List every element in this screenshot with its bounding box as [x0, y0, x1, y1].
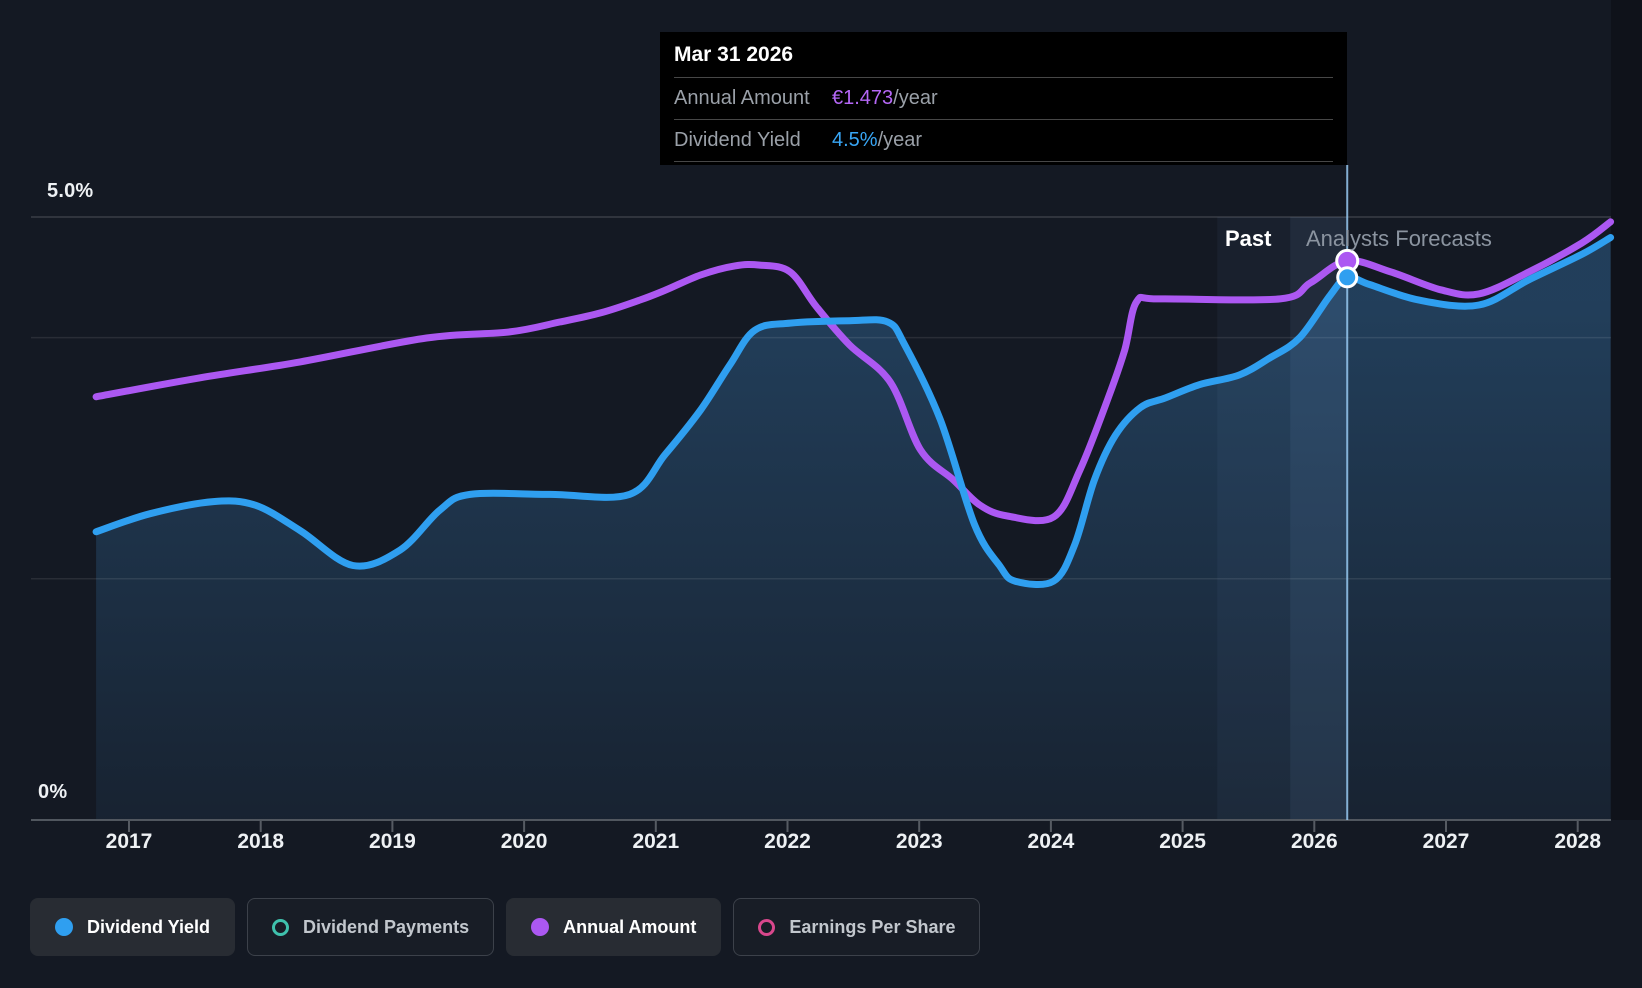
x-axis-year-label: 2022 [764, 830, 811, 853]
x-axis-year-label: 2021 [632, 830, 680, 853]
tooltip-suffix: /year [893, 87, 938, 109]
series-ring-icon [272, 918, 290, 936]
dividend-yield-area [96, 237, 1611, 820]
dividend-yield-marker[interactable] [1336, 266, 1359, 289]
tooltip-divider [674, 77, 1333, 78]
data-point-tooltip: Mar 31 2026 Annual Amount €1.473 /year D… [660, 32, 1347, 165]
x-axis-year-label: 2026 [1290, 830, 1338, 853]
tooltip-label: Annual Amount [674, 87, 810, 109]
tooltip-value: €1.473 [832, 87, 894, 109]
tooltip-date: Mar 31 2026 [674, 42, 794, 66]
forecast-region-label: Analysts Forecasts [1306, 226, 1492, 251]
series-dot-icon [55, 918, 73, 936]
tooltip-value: 4.5% [832, 129, 878, 151]
x-axis-year-label: 2025 [1159, 830, 1206, 853]
tooltip-row-annual-amount: Annual Amount €1.473 /year [674, 78, 1333, 119]
x-axis-year-label: 2028 [1554, 830, 1602, 853]
series-dot-icon [531, 918, 550, 936]
legend-item-annual-amount[interactable]: Annual Amount [506, 898, 722, 956]
series-ring-icon [758, 918, 776, 936]
x-axis-year-label: 2019 [369, 830, 416, 853]
off-plot-strip [1611, 0, 1642, 820]
dividend-yield-line [92, 234, 1615, 589]
legend-item-label: Dividend Payments [303, 916, 470, 937]
x-axis-year-label: 2027 [1422, 830, 1470, 853]
y-axis-min-label: 0% [38, 781, 68, 803]
tooltip-label: Dividend Yield [674, 129, 801, 151]
past-region-label: Past [1225, 226, 1272, 251]
tooltip-divider [674, 161, 1333, 162]
x-axis-year-label: 2017 [105, 830, 153, 853]
tooltip-divider [674, 119, 1333, 120]
x-axis-year-label: 2018 [237, 830, 285, 853]
past-period-band [1217, 217, 1291, 820]
legend-item-earnings-per-share[interactable]: Earnings Per Share [733, 898, 981, 956]
x-axis-year-label: 2020 [500, 830, 548, 853]
legend-item-label: Earnings Per Share [789, 916, 956, 937]
legend-item-dividend-yield[interactable]: Dividend Yield [30, 898, 236, 956]
legend-item-label: Annual Amount [563, 916, 697, 937]
tooltip-suffix: /year [877, 129, 923, 151]
tooltip-row-dividend-yield: Dividend Yield 4.5% /year [674, 120, 1333, 161]
chart-legend: Dividend Yield Dividend Payments Annual … [30, 898, 981, 956]
legend-item-label: Dividend Yield [87, 916, 211, 937]
y-axis-max-label: 5.0% [47, 180, 94, 202]
x-axis-year-label: 2023 [895, 830, 943, 853]
legend-item-dividend-payments[interactable]: Dividend Payments [247, 898, 495, 956]
x-axis-year-label: 2024 [1027, 830, 1075, 853]
